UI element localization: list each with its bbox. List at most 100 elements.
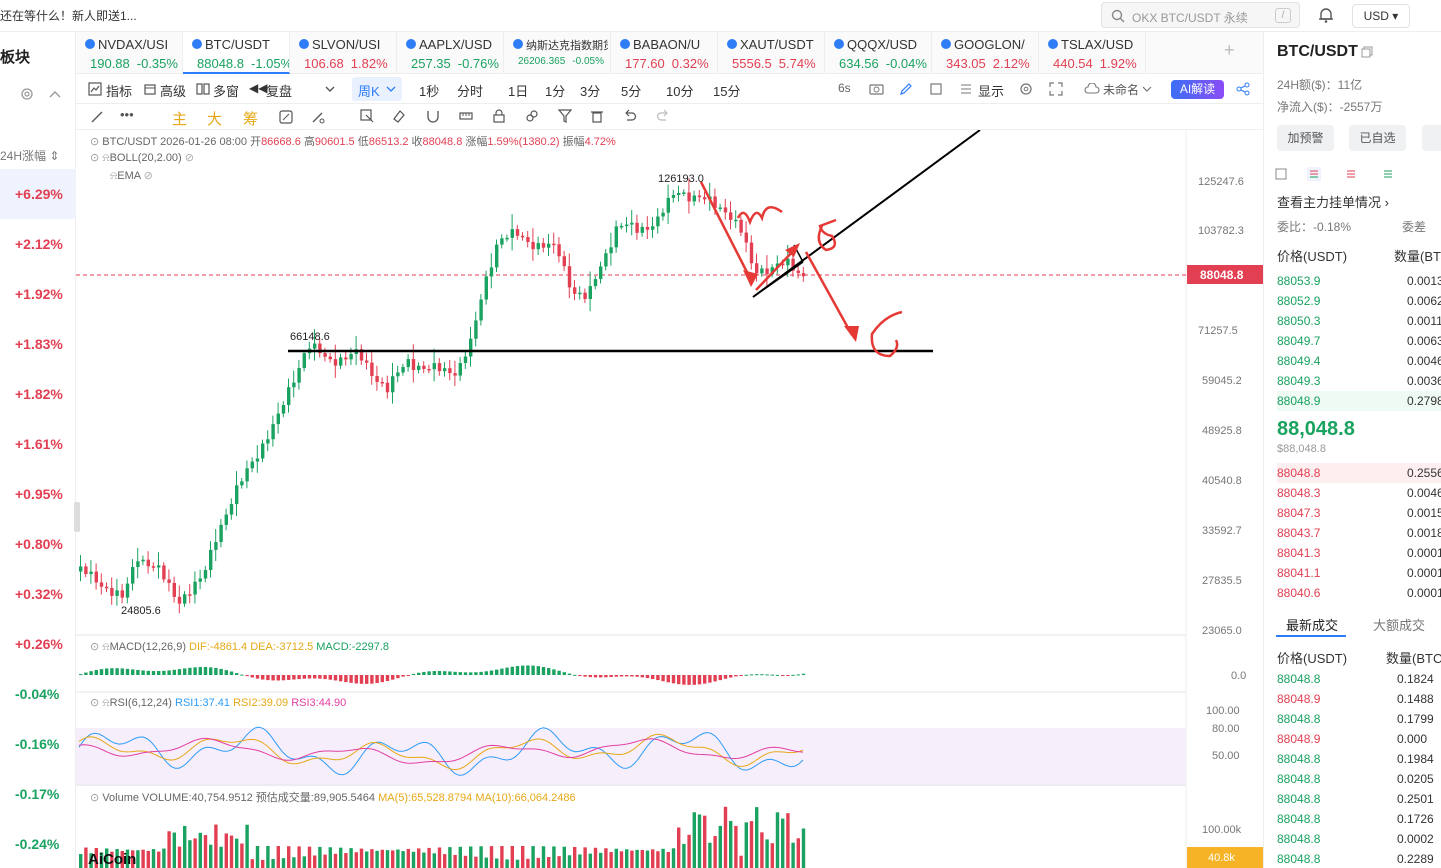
share-icon[interactable] xyxy=(1236,82,1250,96)
lock-icon[interactable] xyxy=(492,109,506,123)
eye-off-icon[interactable]: ⊘ xyxy=(184,152,194,164)
interval-option[interactable]: 3分 xyxy=(580,84,601,99)
sort-24h-change[interactable]: 24H涨幅 ⇕ xyxy=(0,149,60,163)
sector-row[interactable]: +1.83% xyxy=(15,336,63,352)
market-tab[interactable]: 纳斯达克指数期货 26206.365 -0.05% xyxy=(504,32,611,74)
trend-line-upper[interactable] xyxy=(752,130,981,298)
multi-window-button[interactable]: 多窗 xyxy=(213,84,240,99)
interval-option[interactable]: 1秒 xyxy=(419,84,440,99)
more-button[interactable] xyxy=(1422,125,1441,151)
more-tools-icon[interactable]: ••• xyxy=(120,107,134,122)
select-tool-icon[interactable] xyxy=(360,109,374,123)
magnet-icon[interactable] xyxy=(426,109,440,123)
trash-icon[interactable] xyxy=(590,109,604,123)
arrow-c-line[interactable] xyxy=(804,251,854,336)
sector-row[interactable]: -0.17% xyxy=(15,786,60,802)
favorited-button[interactable]: 已自选 xyxy=(1349,125,1406,151)
search-input[interactable]: OKX BTC/USDT 永续 / xyxy=(1101,2,1300,28)
trend-line-lower[interactable] xyxy=(752,261,804,298)
market-tab[interactable]: SLVON/USI 106.68 1.82% xyxy=(290,32,397,74)
market-tab[interactable]: XAUT/USDT 5556.5 5.74% xyxy=(718,32,825,74)
sector-row[interactable]: +0.32% xyxy=(15,586,63,602)
indicators-button[interactable]: 指标 xyxy=(106,84,133,99)
settings-icon[interactable] xyxy=(20,87,34,101)
sector-row[interactable]: -0.24% xyxy=(15,836,60,852)
orderbook-row[interactable]: 88049.4 0.0046 xyxy=(1277,351,1441,371)
sector-row[interactable]: +2.12% xyxy=(15,236,63,252)
layout-name[interactable]: 未命名 xyxy=(1103,83,1140,97)
chevron-down-icon[interactable] xyxy=(1142,85,1152,93)
sector-row[interactable]: -0.16% xyxy=(15,736,60,752)
chip-distribution-button[interactable]: 筹 xyxy=(243,111,259,128)
market-tab[interactable]: BABAON/U 177.60 0.32% xyxy=(611,32,718,74)
edit-tool-icon[interactable] xyxy=(278,109,294,125)
market-tab[interactable]: BTC/USDT 88048.8 -1.05% xyxy=(183,32,290,74)
orderbook-row[interactable]: 88041.3 0.0001 xyxy=(1277,543,1441,563)
interval-option[interactable]: 分时 xyxy=(457,84,484,99)
sector-row[interactable]: +0.95% xyxy=(15,486,63,502)
orderbook-row[interactable]: 88047.3 0.0015 xyxy=(1277,503,1441,523)
main-indicator-button[interactable]: 主 xyxy=(172,111,188,128)
sector-row[interactable]: +1.61% xyxy=(15,436,63,452)
pen-icon[interactable] xyxy=(899,82,913,96)
sector-row[interactable]: +1.82% xyxy=(15,386,63,402)
fullscreen-icon[interactable] xyxy=(1049,82,1063,96)
arrow-b-line[interactable] xyxy=(755,247,797,291)
macd-legend[interactable]: ⊙ ⍾MACD(12,26,9) DIF:-4861.4 DEA:-3712.5… xyxy=(90,641,390,653)
advanced-button[interactable]: 高级 xyxy=(160,84,187,99)
depth-link[interactable]: 查看主力挂单情况 › xyxy=(1277,195,1389,210)
orderbook-row[interactable]: 88049.7 0.0063 xyxy=(1277,331,1441,351)
camera-icon[interactable] xyxy=(869,82,884,96)
eraser-icon[interactable] xyxy=(392,109,406,123)
ai-interpret-button[interactable]: AI解读 xyxy=(1171,80,1224,99)
collapse-up-icon[interactable] xyxy=(48,88,62,100)
market-tab[interactable]: GOOGLON/343.05 2.12% xyxy=(932,32,1039,74)
replay-button[interactable]: 复盘 xyxy=(266,84,293,99)
arrow-a-line[interactable] xyxy=(699,181,753,281)
sector-row[interactable]: +1.92% xyxy=(15,286,63,302)
candlestick-chart[interactable]: 126193.0 66148.6 24805.6 125247.6 103782… xyxy=(76,130,1263,868)
market-tab[interactable]: NVDAX/USI 190.88 -0.35% xyxy=(76,32,183,74)
sector-row[interactable]: +6.29% xyxy=(0,169,76,219)
interval-option[interactable]: 5分 xyxy=(621,84,642,99)
orderbook-row[interactable]: 88052.9 0.0062 xyxy=(1277,291,1441,311)
interval-option[interactable]: 1日 xyxy=(508,84,529,99)
boll-legend[interactable]: ⊙ ⍾BOLL(20,2.00) ⊘ xyxy=(90,152,194,164)
promo-banner[interactable]: 还在等什么！新人即送1... xyxy=(0,9,137,23)
orderbook-row[interactable]: 88041.1 0.0001 xyxy=(1277,563,1441,583)
orderbook-row[interactable]: 88043.7 0.0018 xyxy=(1277,523,1441,543)
measure-icon[interactable] xyxy=(459,109,473,123)
big-order-button[interactable]: 大 xyxy=(207,111,223,128)
orderbook-asks-icon[interactable] xyxy=(1344,167,1358,181)
panel-resize-handle[interactable] xyxy=(74,502,80,532)
tab-large-trades[interactable]: 大额成交 xyxy=(1373,618,1426,633)
tab-latest-trades[interactable]: 最新成交 xyxy=(1286,618,1339,633)
market-tab[interactable]: QQQX/USD 634.56 -0.04% xyxy=(825,32,932,74)
eye-off-icon[interactable]: ⊘ xyxy=(143,170,153,182)
add-tab-icon[interactable]: + xyxy=(1224,40,1235,60)
brush-tool-icon[interactable] xyxy=(310,109,326,125)
orderbook-both-icon[interactable] xyxy=(1307,167,1321,181)
display-button[interactable]: 显示 xyxy=(978,84,1005,99)
market-tab[interactable]: TSLAX/USD 440.54 1.92% xyxy=(1039,32,1146,74)
undo-icon[interactable] xyxy=(623,109,637,123)
gear-icon[interactable] xyxy=(1019,82,1033,96)
refresh-interval[interactable]: 6s xyxy=(838,81,851,95)
bell-icon[interactable] xyxy=(1317,6,1335,24)
collapse-icon[interactable]: ⊙ xyxy=(90,136,100,148)
orderbook-mode-icon[interactable] xyxy=(1275,168,1287,180)
interval-option[interactable]: 1分 xyxy=(545,84,566,99)
rsi-legend[interactable]: ⊙ ⍾RSI(6,12,24) RSI1:37.41 RSI2:39.09 RS… xyxy=(90,697,347,709)
redo-icon[interactable] xyxy=(656,109,670,123)
orderbook-bids-icon[interactable] xyxy=(1381,167,1395,181)
market-tab[interactable]: AAPLX/USD 257.35 -0.76% xyxy=(397,32,504,74)
sector-row[interactable]: +0.26% xyxy=(15,636,63,652)
volume-legend[interactable]: ⊙ Volume VOLUME:40,754.9512 预估成交量:89,905… xyxy=(90,792,576,804)
interval-option[interactable]: 10分 xyxy=(666,84,694,99)
price-chart[interactable]: 126193.0 66148.6 24805.6 125247.6 103782… xyxy=(76,130,1263,868)
copy-icon[interactable] xyxy=(1361,46,1373,58)
orderbook-row[interactable]: 88049.3 0.0036 xyxy=(1277,371,1441,391)
orderbook-row[interactable]: 88048.3 0.0046 xyxy=(1277,483,1441,503)
period-select[interactable]: 周K xyxy=(352,77,402,101)
add-alert-button[interactable]: 加预警 xyxy=(1277,125,1334,151)
